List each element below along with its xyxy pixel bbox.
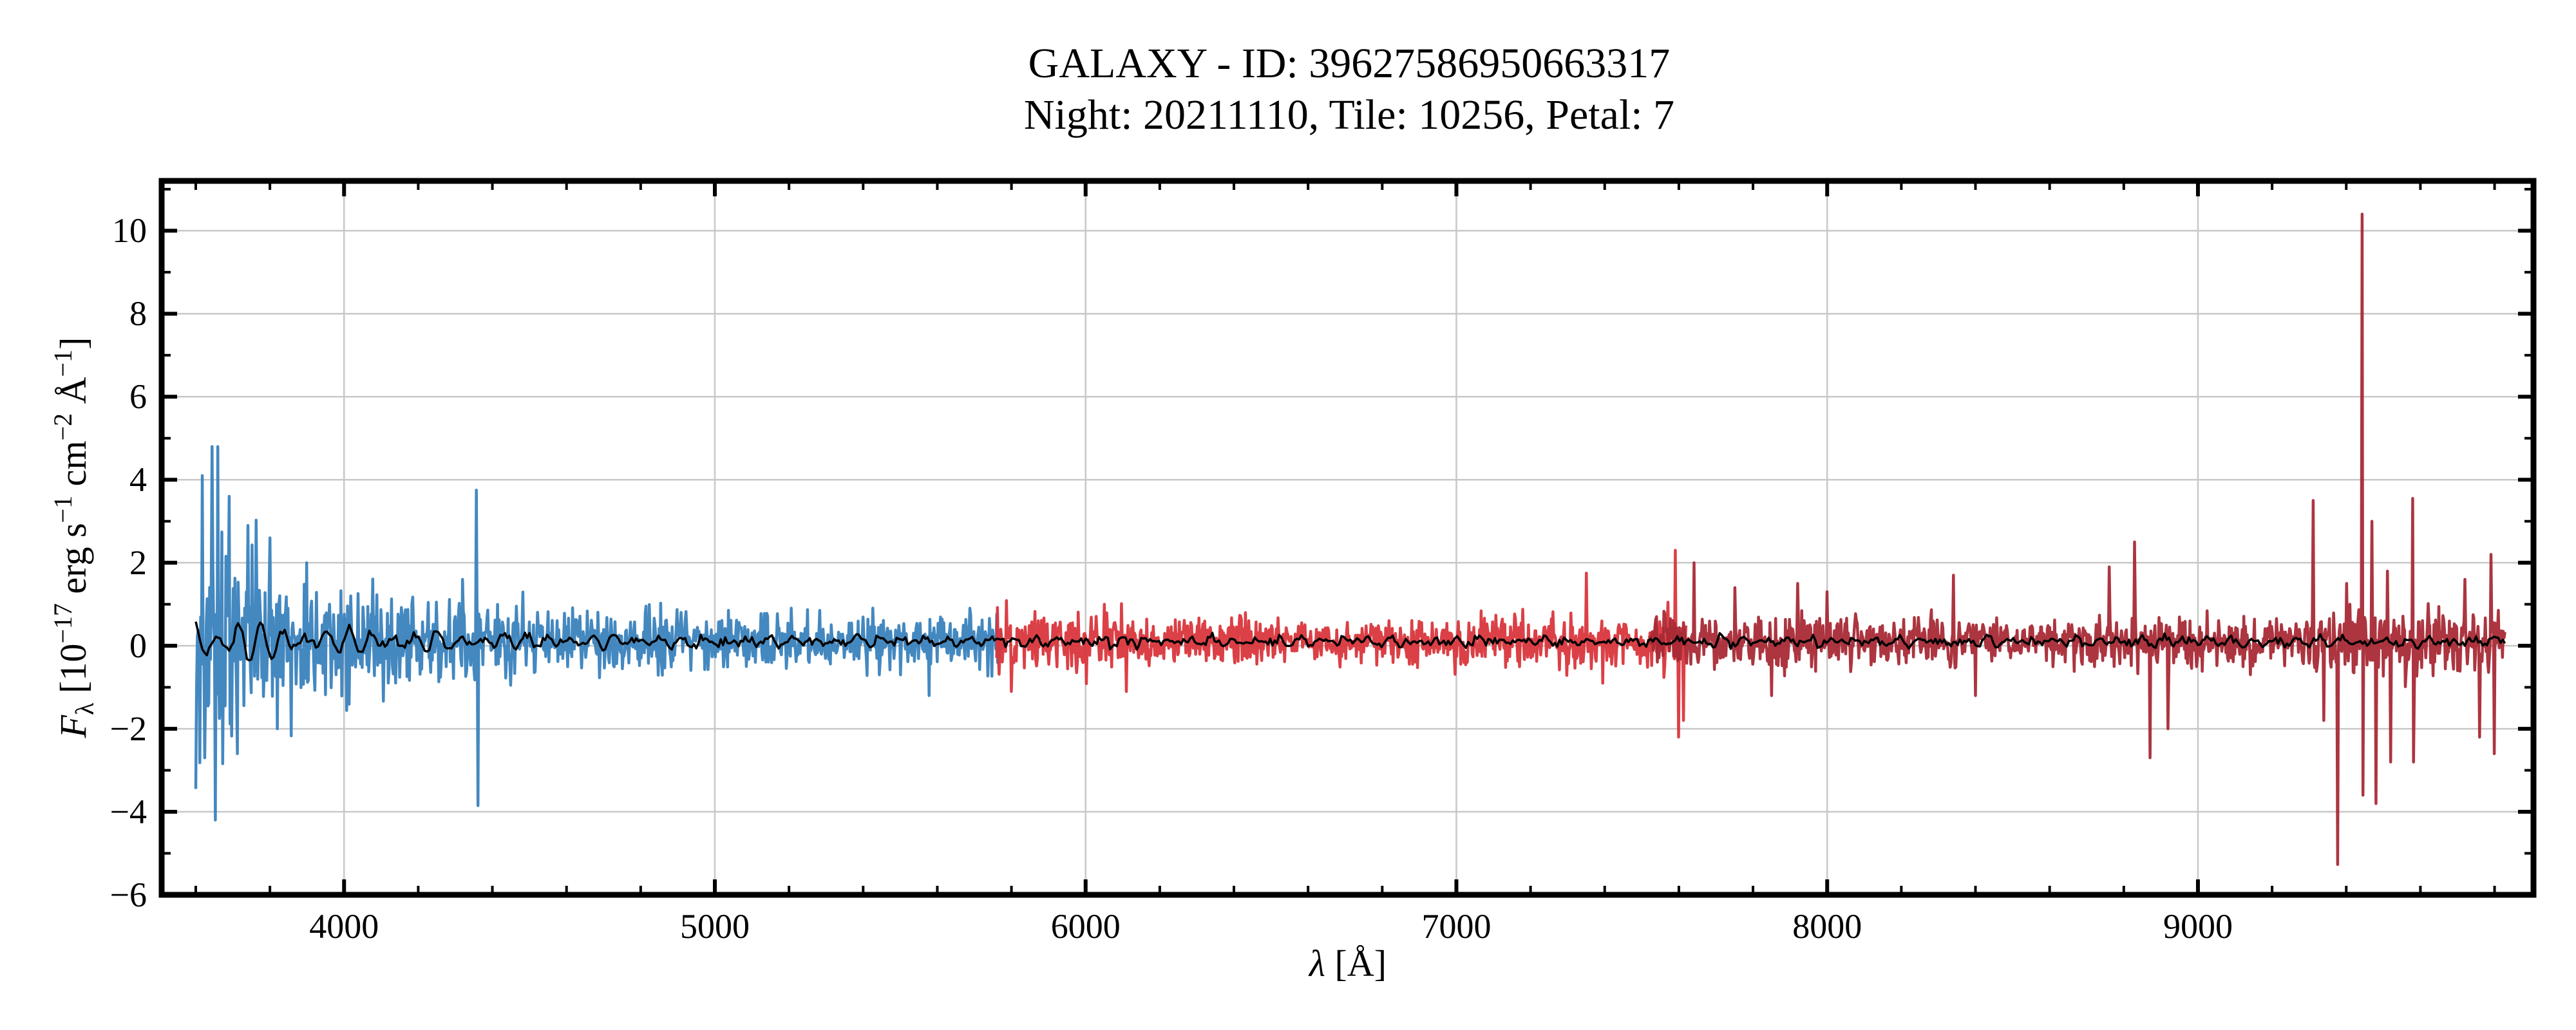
y-tick-label: −4	[109, 792, 147, 832]
y-tick-label: 2	[129, 543, 147, 583]
x-tick-label: 8000	[1792, 907, 1862, 946]
y-axis-label-subscript: λ	[70, 702, 99, 715]
y-tick-label: −2	[109, 709, 147, 749]
data-series	[194, 212, 2506, 866]
x-axis-label-unit: [Å]	[1325, 942, 1387, 984]
y-axis-label-exp: −2	[48, 413, 77, 441]
x-tick-label: 6000	[1050, 907, 1121, 946]
y-tick-label: 10	[112, 211, 147, 250]
x-tick-label: 4000	[309, 907, 379, 946]
x-tick-label: 5000	[680, 907, 750, 946]
y-axis-label-suffix: ]	[52, 337, 94, 350]
spectrum-line-z_arm	[1647, 212, 2506, 866]
y-axis-label-exp: −1	[48, 350, 77, 377]
x-axis-label-symbol: λ	[1309, 942, 1326, 984]
x-tick-label: 7000	[1421, 907, 1492, 946]
figure-title-line-2: Night: 20211110, Tile: 10256, Petal: 7	[1023, 91, 1675, 138]
grid-lines	[162, 181, 2533, 896]
y-axis-label: Fλ [10−17 erg s−1 cm−2 Å−1]	[48, 337, 99, 738]
axis-ticks	[162, 181, 2533, 897]
y-axis-label-unit: erg s	[52, 523, 94, 604]
y-axis-label-symbol: F	[52, 715, 94, 738]
x-tick-label: 9000	[2163, 907, 2233, 946]
smoothed-model-line	[194, 621, 2506, 662]
y-axis-label-unit: Å	[52, 377, 94, 413]
figure-title-line-1: GALAXY - ID: 39627586950663317	[1028, 40, 1671, 87]
y-tick-label: −6	[109, 876, 147, 914]
y-tick-label: 4	[129, 460, 147, 500]
x-axis-label: λ [Å]	[1309, 945, 1387, 982]
spectrum-line-b_arm	[194, 445, 1005, 822]
y-axis-label-exp: −17	[48, 603, 77, 644]
spectrum-line-r_arm	[995, 548, 1688, 739]
y-axis-label-exp: −1	[48, 495, 77, 523]
axes-frame	[158, 178, 2537, 898]
y-axis-label-unit: cm	[52, 440, 94, 496]
y-tick-label: 0	[129, 626, 147, 666]
y-tick-label: 6	[129, 377, 147, 417]
y-axis-label-prefix: [10	[52, 643, 94, 703]
y-tick-label: 8	[129, 294, 147, 333]
